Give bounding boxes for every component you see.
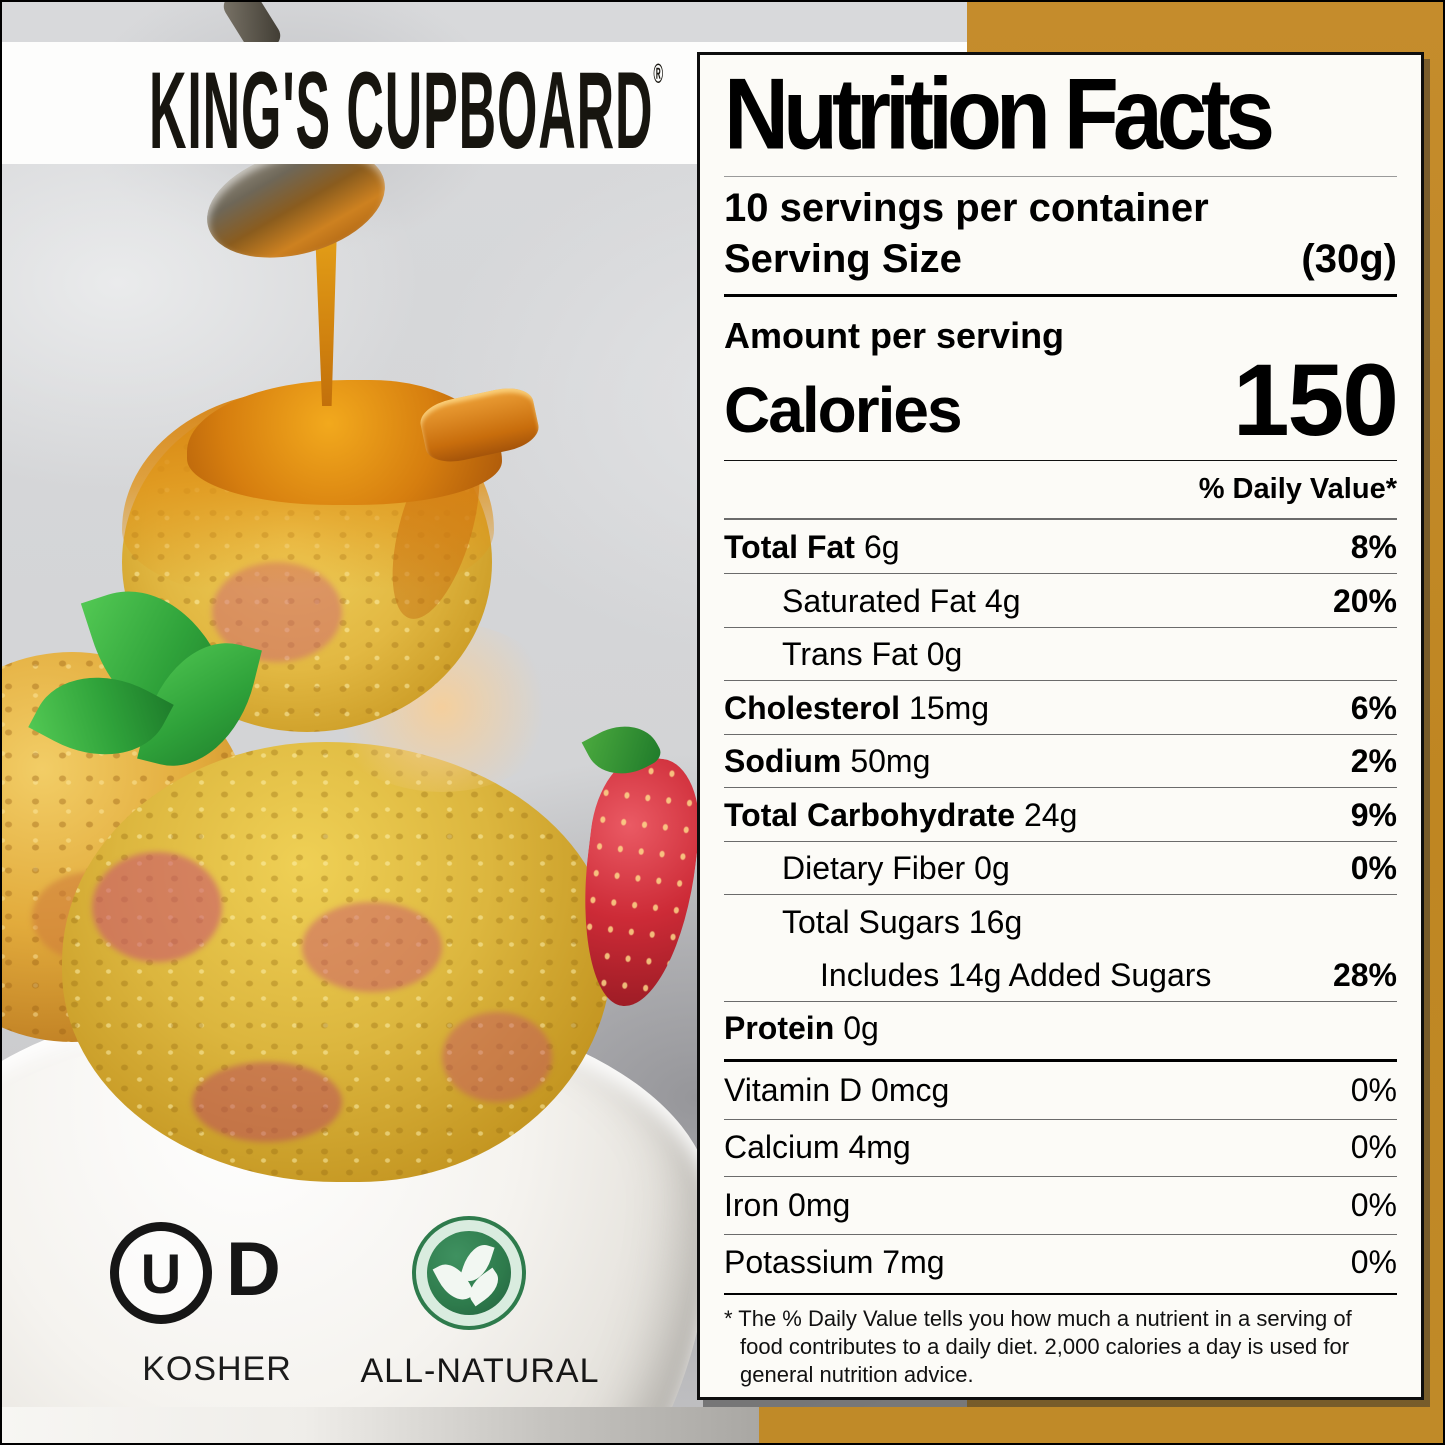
micronutrient-label: Calcium 4mg — [724, 1129, 911, 1166]
micronutrient-label: Iron 0mg — [724, 1186, 851, 1223]
nutrient-amount: 24g — [1024, 796, 1078, 833]
berry-swirl — [442, 1012, 552, 1102]
serving-size-label: Serving Size — [724, 237, 962, 282]
caramel-stream — [315, 238, 337, 406]
nutrient-row: Saturated Fat 4g 20% — [724, 574, 1397, 627]
trademark-symbol: ® — [653, 58, 664, 90]
ou-kosher-icon: U — [110, 1222, 212, 1324]
amount-per-serving-label: Amount per serving — [724, 314, 1065, 356]
micronutrient-row: Iron 0mg 0% — [724, 1177, 1397, 1234]
serving-size-row: Serving Size (30g) — [724, 237, 1397, 282]
nutrient-amount: 50mg — [850, 743, 931, 780]
servings-per-container: 10 servings per container — [724, 186, 1209, 231]
calories-value: 150 — [1232, 342, 1399, 457]
nutrient-dv: 20% — [1332, 582, 1397, 619]
kosher-u: U — [140, 1241, 182, 1305]
nutrient-amount: 15mg — [909, 689, 990, 726]
nutrient-name: Protein — [724, 1010, 835, 1047]
micronutrient-label: Potassium 7mg — [724, 1244, 945, 1281]
nutrient-row: Dietary Fiber 0g 0% — [724, 841, 1397, 894]
nutrient-dv: 2% — [1350, 743, 1397, 780]
micronutrient-label: Vitamin D 0mcg — [724, 1071, 950, 1108]
nutrient-amount: 0g — [926, 636, 963, 673]
nutrient-name: Includes 14g Added Sugars — [820, 956, 1212, 993]
brand-logo: KING'S CUPBOARD® — [149, 56, 664, 166]
leaf-badge-disc — [427, 1231, 511, 1315]
berry-swirl — [192, 1062, 342, 1142]
kosher-badge: U D KOSHER — [102, 1216, 332, 1396]
nutrient-name: Saturated Fat — [782, 582, 976, 619]
serving-size-value: (30g) — [1301, 237, 1397, 282]
berry-swirl — [92, 852, 222, 962]
berry-swirl — [302, 902, 442, 992]
nutrient-name: Trans Fat — [782, 636, 918, 673]
kosher-dairy-letter: D — [226, 1227, 281, 1312]
nutrient-amount: 16g — [968, 903, 1023, 940]
all-natural-label: ALL-NATURAL — [360, 1352, 600, 1390]
kosher-label: KOSHER — [142, 1350, 292, 1388]
nutrient-row: Sodium 50mg 2% — [724, 734, 1397, 787]
nutrient-name: Total Sugars — [782, 903, 960, 940]
section-bar — [724, 294, 1397, 297]
nutrient-amount: 0g — [974, 850, 1010, 887]
nutrient-dv: 9% — [1350, 796, 1397, 833]
nutrient-row: Protein 0g — [724, 1001, 1397, 1054]
nutrient-name: Dietary Fiber — [782, 850, 966, 887]
nutrient-name: Sodium — [724, 743, 842, 780]
nutrient-row: Total Fat 6g 8% — [724, 520, 1397, 573]
micronutrient-dv: 0% — [1350, 1244, 1397, 1281]
nutrient-name: Total Carbohydrate — [724, 796, 1015, 833]
nutrient-dv: 6% — [1350, 689, 1397, 726]
nutrient-row: Includes 14g Added Sugars 28% — [724, 948, 1397, 1001]
daily-value-header: % Daily Value* — [724, 461, 1397, 521]
nutrient-dv: 8% — [1350, 529, 1397, 566]
section-bar — [724, 1293, 1397, 1296]
calories-label: Calories — [724, 374, 963, 447]
nutrient-name: Total Fat — [724, 529, 855, 566]
micronutrient-row: Potassium 7mg 0% — [724, 1234, 1397, 1291]
nutrient-dv: 28% — [1332, 956, 1397, 993]
divider — [724, 460, 1397, 462]
all-natural-badge: ALL-NATURAL — [360, 1216, 600, 1396]
nutrient-dv: 0% — [1350, 850, 1397, 887]
nutrient-amount: 4g — [984, 582, 1021, 619]
nutrition-facts-title: Nutrition Facts — [724, 59, 1275, 171]
nutrient-name: Cholesterol — [724, 689, 901, 726]
nutrition-facts-panel: Nutrition Facts 10 servings per containe… — [697, 52, 1424, 1400]
nutrient-row: Cholesterol 15mg 6% — [724, 681, 1397, 734]
daily-value-footnote: * The % Daily Value tells you how much a… — [724, 1306, 1352, 1388]
micronutrient-row: Vitamin D 0mcg 0% — [724, 1062, 1397, 1119]
leaf-badge-icon — [412, 1216, 526, 1330]
nutrient-amount: 0g — [843, 1010, 879, 1047]
bowl-bottom — [2, 1407, 759, 1443]
brand-name: KING'S CUPBOARD — [149, 49, 654, 173]
section-bar — [724, 1058, 1397, 1062]
nutrient-row: Total Carbohydrate 24g 9% — [724, 788, 1397, 841]
calories-row: Calories 150 — [724, 342, 1399, 457]
micronutrient-dv: 0% — [1350, 1071, 1397, 1108]
micronutrient-row: Calcium 4mg 0% — [724, 1119, 1397, 1176]
nutrient-row: Trans Fat 0g — [724, 627, 1397, 680]
micronutrient-dv: 0% — [1350, 1186, 1397, 1223]
nutrient-amount: 6g — [863, 529, 900, 566]
nutrient-row: Total Sugars 16g — [724, 895, 1397, 948]
micronutrient-dv: 0% — [1350, 1129, 1397, 1166]
